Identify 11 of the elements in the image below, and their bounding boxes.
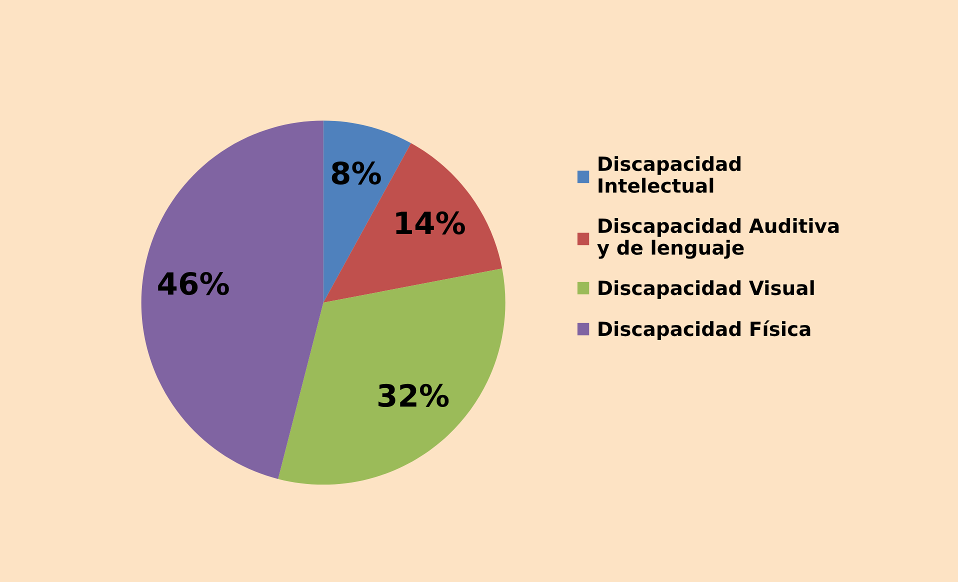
legend-label: Discapacidad Intelectual [598, 156, 740, 193]
data-label: 46% [158, 272, 229, 296]
data-label: 32% [378, 384, 449, 408]
legend-label: Discapacidad Auditiva y de lenguaje [597, 218, 839, 259]
legend-label: Discapacidad Física [598, 320, 810, 340]
data-label: 14% [396, 211, 465, 234]
data-label: 8% [332, 161, 381, 185]
pie-slice [141, 120, 324, 479]
pie-slice [278, 268, 506, 485]
legend-label: Discapacidad Visual [598, 280, 814, 300]
pie-slice [323, 143, 502, 303]
